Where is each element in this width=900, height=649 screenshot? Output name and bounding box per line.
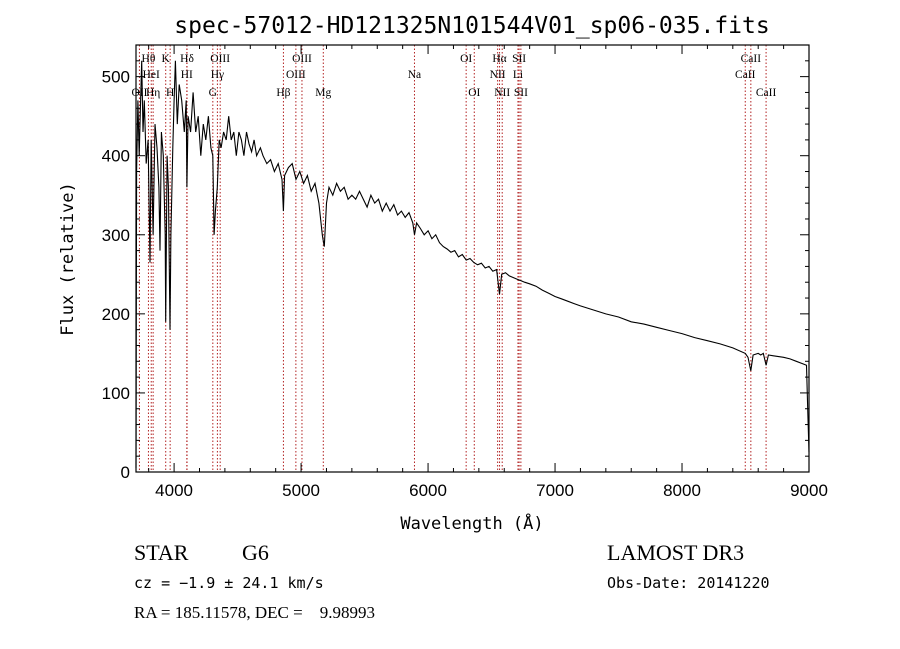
line-label: OII: [131, 87, 147, 99]
line-label: OI: [460, 53, 472, 65]
line-label: Hα: [492, 53, 506, 65]
star-subclass: G6: [242, 540, 269, 565]
line-label: OIII: [292, 53, 312, 65]
x-tick-label: 9000: [790, 481, 828, 500]
line-label: CaII: [756, 87, 777, 99]
y-tick-label: 400: [102, 147, 130, 166]
line-label: SII: [512, 53, 526, 65]
line-label: H: [166, 87, 174, 99]
y-tick-label: 100: [102, 384, 130, 403]
line-label: NII: [490, 69, 506, 81]
y-axis-label: Flux (relative): [58, 182, 78, 336]
x-tick-label: 6000: [409, 481, 447, 500]
line-label: G: [209, 87, 217, 99]
obs-date: Obs-Date: 20141220: [607, 574, 770, 592]
y-tick-label: 500: [102, 68, 130, 87]
line-label: Hθ: [142, 53, 156, 65]
line-label: Hγ: [211, 69, 224, 81]
line-label: K: [162, 53, 171, 65]
star-class: STAR: [134, 540, 189, 565]
line-label: OIII: [210, 53, 230, 65]
x-tick-label: 5000: [282, 481, 320, 500]
velocity-readout: cz = −1.9 ± 24.1 km/s: [134, 574, 324, 592]
y-tick-label: 300: [102, 226, 130, 245]
line-labels: Hθ OII HeI Hη K H Hδ HI OIII Hγ G OIII OIII Hβ Mg Na OI O…: [131, 53, 776, 99]
line-markers: [138, 45, 767, 472]
x-tick-label: 7000: [536, 481, 574, 500]
line-label: CaII: [735, 69, 756, 81]
line-label: OI: [468, 87, 480, 99]
line-label: SII: [514, 87, 528, 99]
survey-name: LAMOST DR3: [607, 540, 745, 565]
y-tick-label: 0: [121, 463, 130, 482]
x-tick-label: 4000: [155, 481, 193, 500]
coordinates: RA = 185.11578, DEC = 9.98993: [134, 603, 375, 622]
x-axis-label: Wavelength (Å): [400, 512, 543, 534]
line-label: Li: [513, 69, 523, 81]
chart-title: spec-57012-HD121325N101544V01_sp06-035.f…: [174, 13, 769, 39]
spectrum-series-line: [135, 60, 810, 469]
x-tick-label: 8000: [663, 481, 701, 500]
plot-frame: [135, 44, 810, 473]
line-label: Mg: [315, 87, 331, 99]
y-tick-label: 200: [102, 305, 130, 324]
line-label: CaII: [741, 53, 762, 65]
axis-ticks: 4000 5000 6000 7000 8000 9000 0 100 200 300 400 500: [102, 45, 828, 500]
line-label: OIII: [286, 69, 306, 81]
line-label: HeI: [143, 69, 160, 81]
line-label: Hδ: [180, 53, 194, 65]
line-label: NII: [494, 87, 510, 99]
line-label: Hη: [146, 87, 160, 99]
line-label: HI: [181, 69, 193, 81]
line-label: Hβ: [276, 87, 290, 99]
line-label: Na: [408, 69, 421, 81]
